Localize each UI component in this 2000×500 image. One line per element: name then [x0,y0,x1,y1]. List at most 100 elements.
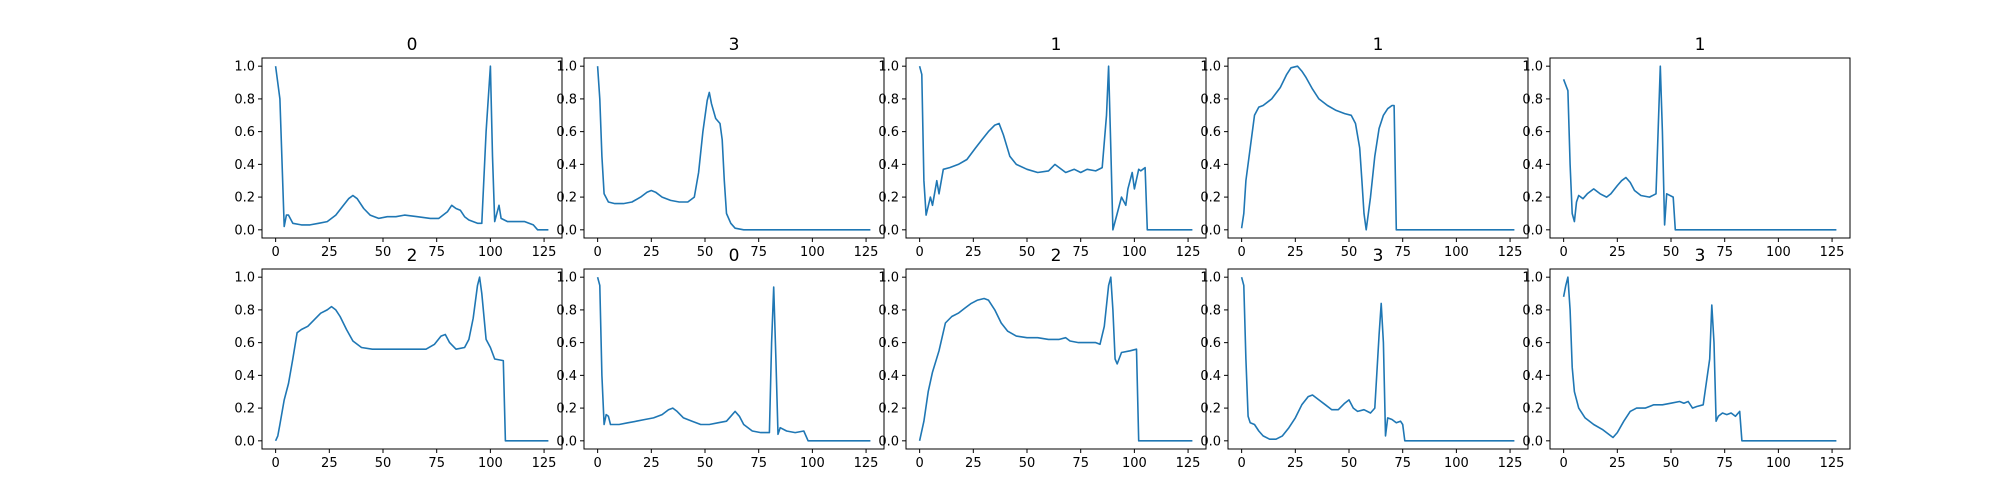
x-tick-label: 25 [965,245,982,260]
x-tick-label: 100 [1444,456,1469,471]
y-tick-label: 0.4 [878,369,899,384]
x-tick-label: 0 [271,456,279,471]
y-tick-label: 1.0 [1522,60,1543,75]
chart-title: 3 [729,35,740,55]
axes-frame [905,57,1207,239]
x-tick-label: 25 [643,456,660,471]
x-tick-label: 100 [800,456,825,471]
x-tick-label: 75 [1072,456,1089,471]
y-tick-label: 0.2 [234,402,255,417]
axes-frame [583,268,885,450]
series-line [918,65,1193,231]
x-tick-label: 50 [697,456,714,471]
series-line [1562,276,1837,442]
x-tick-label: 25 [321,245,338,260]
x-tick-label: 100 [1122,245,1147,260]
x-tick-label: 125 [1498,456,1523,471]
x-tick-label: 100 [800,245,825,260]
chart-panel-6: 2 0 25 50 75 100 125 0.0 0.2 0.4 0.6 0.8 1.0 [234,246,563,471]
series-line [1562,65,1837,231]
y-tick-label: 0.8 [878,303,899,318]
x-tick-label: 50 [375,456,392,471]
y-tick-label: 1.0 [556,60,577,75]
y-tick-label: 0.8 [1522,303,1543,318]
chart-title: 1 [1373,35,1384,55]
y-tick-label: 0.2 [556,191,577,206]
y-tick-label: 0.6 [1200,336,1221,351]
y-tick-label: 0.6 [1522,125,1543,140]
y-tick-label: 0.2 [1200,402,1221,417]
x-tick-label: 100 [1766,456,1791,471]
x-tick-label: 50 [1663,245,1680,260]
x-tick-label: 0 [915,456,923,471]
y-tick-label: 0.2 [878,402,899,417]
y-tick-label: 0.6 [556,336,577,351]
x-tick-label: 0 [1559,245,1567,260]
chart-panel-10: 3 0 25 50 75 100 125 0.0 0.2 0.4 0.6 0.8 1.0 [1522,246,1851,471]
x-tick-label: 75 [428,245,445,260]
y-tick-label: 0.8 [1522,92,1543,107]
y-tick-label: 1.0 [1200,271,1221,286]
y-tick-label: 0.4 [878,158,899,173]
y-tick-label: 1.0 [1200,60,1221,75]
y-tick-label: 0.4 [234,369,255,384]
y-tick-label: 0.0 [1522,223,1543,238]
y-tick-label: 0.4 [556,369,577,384]
x-tick-label: 125 [1820,245,1845,260]
chart-title: 3 [1695,246,1706,266]
x-tick-label: 0 [1559,456,1567,471]
chart-panel-9: 3 0 25 50 75 100 125 0.0 0.2 0.4 0.6 0.8 1.0 [1200,246,1529,471]
y-tick-label: 0.4 [556,158,577,173]
axes-frame [1549,268,1851,450]
chart-title: 2 [407,246,418,266]
x-tick-label: 0 [271,245,279,260]
y-tick-label: 0.8 [556,92,577,107]
x-tick-label: 25 [321,456,338,471]
chart-panel-7: 0 0 25 50 75 100 125 0.0 0.2 0.4 0.6 0.8 1.0 [556,246,885,471]
x-tick-label: 75 [750,245,767,260]
x-tick-label: 0 [593,245,601,260]
y-tick-label: 0.8 [234,303,255,318]
y-tick-label: 0.2 [1522,402,1543,417]
chart-title: 2 [1051,246,1062,266]
x-tick-label: 50 [1341,456,1358,471]
x-tick-label: 50 [375,245,392,260]
x-tick-label: 75 [750,456,767,471]
y-tick-label: 0.4 [1522,158,1543,173]
y-tick-label: 0.8 [556,303,577,318]
x-tick-label: 25 [1609,456,1626,471]
chart-panel-5: 1 0 25 50 75 100 125 0.0 0.2 0.4 0.6 0.8 1.0 [1522,35,1851,260]
x-tick-label: 75 [1716,245,1733,260]
x-tick-label: 25 [1287,456,1304,471]
y-tick-label: 0.0 [878,434,899,449]
chart-panel-2: 3 0 25 50 75 100 125 0.0 0.2 0.4 0.6 0.8 1.0 [556,35,885,260]
x-tick-label: 50 [1019,245,1036,260]
y-tick-label: 0.6 [1200,125,1221,140]
y-tick-label: 0.4 [1200,369,1221,384]
x-tick-label: 75 [428,456,445,471]
x-tick-label: 125 [1498,245,1523,260]
y-tick-label: 1.0 [234,271,255,286]
y-tick-label: 0.2 [234,191,255,206]
y-tick-label: 1.0 [234,60,255,75]
x-tick-label: 100 [1766,245,1791,260]
axes-frame [583,57,885,239]
x-tick-label: 0 [1237,456,1245,471]
chart-title: 0 [407,35,418,55]
x-tick-label: 25 [1609,245,1626,260]
y-tick-label: 0.6 [234,125,255,140]
series-line [1240,65,1515,231]
y-tick-label: 1.0 [878,271,899,286]
series-line [274,65,549,231]
axes-frame [1227,268,1529,450]
y-tick-label: 0.6 [556,125,577,140]
y-tick-label: 0.8 [234,92,255,107]
chart-panel-1: 0 0 25 50 75 100 125 0.0 0.2 0.4 0.6 0.8 1.0 [234,35,563,260]
y-tick-label: 0.6 [878,336,899,351]
y-tick-label: 0.2 [1200,191,1221,206]
x-tick-label: 125 [854,245,879,260]
series-line [918,276,1193,442]
y-tick-label: 0.8 [1200,303,1221,318]
y-tick-label: 1.0 [878,60,899,75]
y-tick-label: 0.6 [878,125,899,140]
